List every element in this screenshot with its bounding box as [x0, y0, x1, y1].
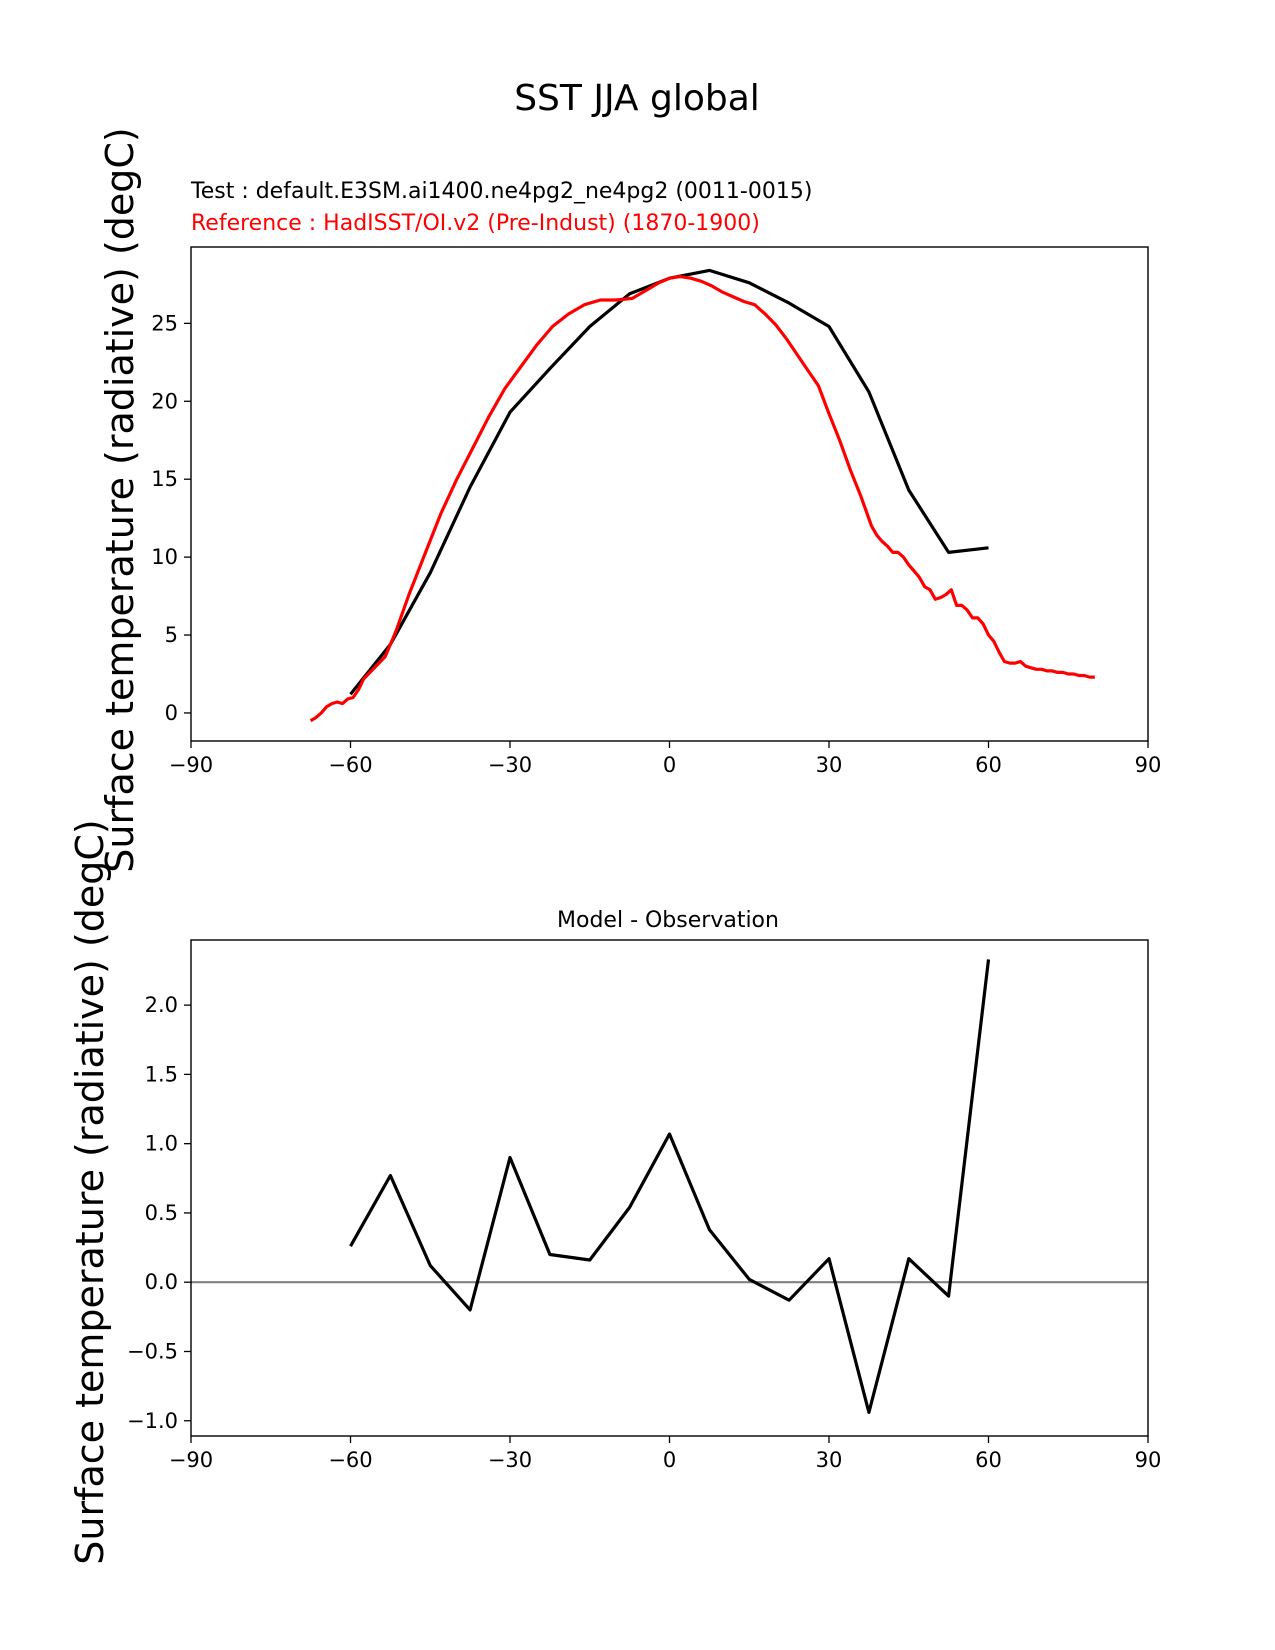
plot-area: −90 −60 −30 0 30 60 90 0 5 10 15 20 25: [151, 246, 1162, 777]
y-tick-label: −1.0: [127, 1409, 178, 1433]
x-tick-label: −90: [169, 753, 213, 777]
figure-title: SST JJA global: [514, 78, 760, 119]
x-tick-label: −60: [328, 1448, 372, 1472]
x-tick-label: −60: [328, 753, 372, 777]
test-label: Test : default.E3SM.ai1400.ne4pg2_ne4pg2…: [190, 179, 812, 204]
x-tick-label: 90: [1135, 1448, 1162, 1472]
y-tick-label: 25: [151, 311, 178, 335]
difference-title: Model - Observation: [557, 908, 779, 933]
x-tick-label: 90: [1135, 753, 1162, 777]
comparison-panel: Test : default.E3SM.ai1400.ne4pg2_ne4pg2…: [98, 127, 1161, 873]
x-tick-label: 30: [816, 753, 843, 777]
series-line-1: [309, 275, 1095, 723]
x-tick-label: −90: [169, 1448, 213, 1472]
y-axis-label: Surface temperature (radiative) (degC): [98, 127, 142, 873]
x-tick-label: 30: [816, 1448, 843, 1472]
y-tick-label: 5: [165, 623, 178, 647]
x-tick-label: −30: [488, 1448, 532, 1472]
y-tick-label: 1.5: [145, 1062, 178, 1086]
x-tick-label: −30: [488, 753, 532, 777]
x-tick-label: 0: [663, 753, 676, 777]
y-tick-label: 2.0: [145, 993, 178, 1017]
x-tick-label: 60: [975, 753, 1002, 777]
series-line-0: [349, 959, 991, 1415]
y-tick-label: 20: [151, 389, 178, 413]
plot-area: −90 −60 −30 0 30 60 90 −1.0 −0.5 0.0 0.5 1.0 1.5 2.0: [127, 939, 1162, 1472]
y-tick-label: −0.5: [127, 1339, 178, 1363]
reference-label: Reference : HadISST/OI.v2 (Pre-Indust) (…: [191, 211, 760, 236]
y-tick-label: 10: [151, 545, 178, 569]
y-axis-label: Surface temperature (radiative) (degC): [68, 819, 112, 1565]
y-tick-label: 15: [151, 467, 178, 491]
y-tick-label: 0: [165, 701, 178, 725]
y-tick-label: 0.5: [145, 1201, 178, 1225]
difference-panel: Model - Observation Surface temperature …: [68, 819, 1161, 1565]
y-tick-label: 1.0: [145, 1132, 178, 1156]
y-tick-label: 0.0: [145, 1270, 178, 1294]
x-tick-label: 60: [975, 1448, 1002, 1472]
x-tick-label: 0: [663, 1448, 676, 1472]
